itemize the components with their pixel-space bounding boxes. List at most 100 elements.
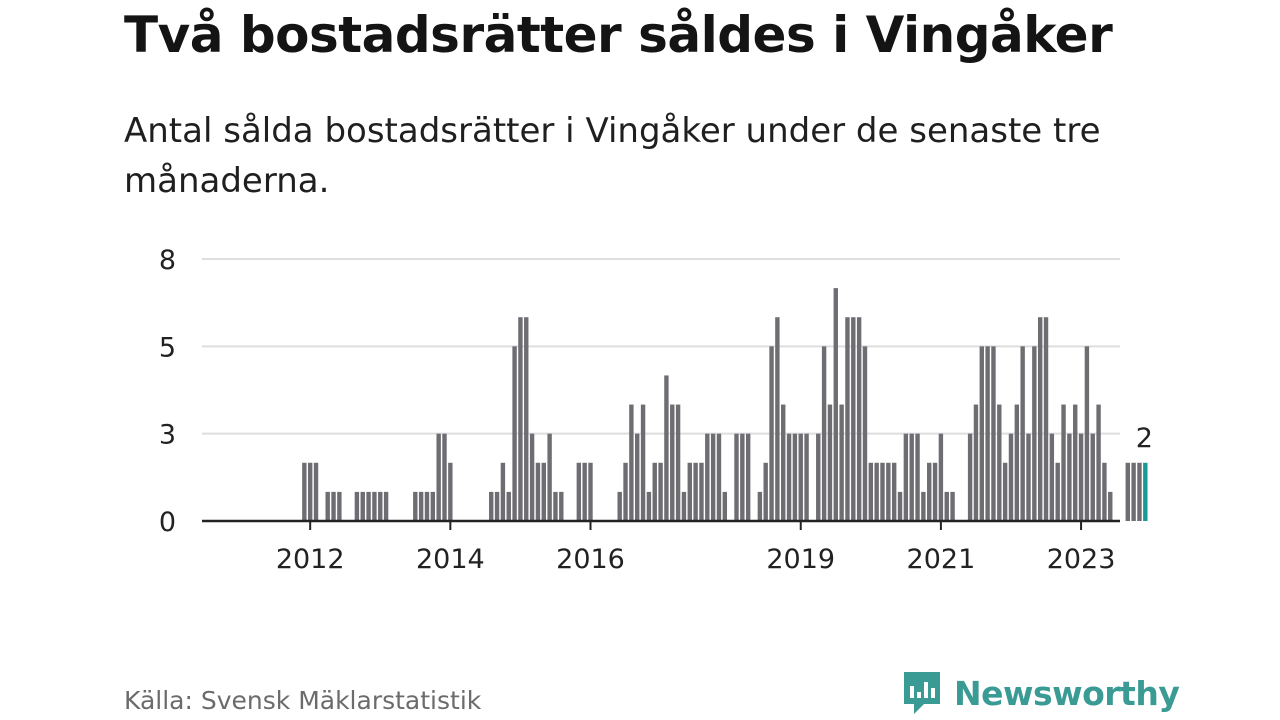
bar xyxy=(675,404,681,521)
bar xyxy=(821,346,827,521)
bar xyxy=(1067,433,1072,521)
brand-name: Newsworthy xyxy=(954,673,1180,713)
bar xyxy=(518,317,523,521)
bar xyxy=(500,462,506,521)
bar xyxy=(710,433,716,521)
bar xyxy=(763,462,768,521)
x-tick-label: 2019 xyxy=(766,544,835,575)
bar xyxy=(313,462,319,521)
bar xyxy=(582,462,587,521)
bar xyxy=(979,346,984,521)
bar xyxy=(775,317,780,521)
bar xyxy=(506,491,511,521)
bar xyxy=(716,433,722,521)
bar xyxy=(985,346,990,521)
bar xyxy=(430,491,436,521)
bar xyxy=(874,462,879,521)
bar xyxy=(1090,433,1095,521)
bar xyxy=(337,491,342,521)
bar xyxy=(786,433,792,521)
bar xyxy=(938,433,944,521)
bar xyxy=(1096,404,1101,521)
bar xyxy=(1008,433,1014,521)
bar xyxy=(1037,317,1043,521)
bar xyxy=(681,491,687,521)
bar xyxy=(372,491,377,521)
newsworthy-logo-icon xyxy=(904,672,940,714)
bar xyxy=(448,462,453,521)
bar xyxy=(331,491,336,521)
bar xyxy=(325,491,330,521)
bar xyxy=(851,317,856,521)
bar xyxy=(535,462,541,521)
bar xyxy=(997,404,1002,521)
y-tick-label: 3 xyxy=(159,420,176,451)
bar xyxy=(903,433,909,521)
source-note: Källa: Svensk Mäklarstatistik xyxy=(124,686,482,715)
bar xyxy=(524,317,529,521)
bar xyxy=(664,375,669,521)
bar xyxy=(652,462,657,521)
y-tick-label: 5 xyxy=(159,332,176,363)
bar xyxy=(839,404,844,521)
bar xyxy=(442,433,447,521)
bar xyxy=(658,462,663,521)
bar xyxy=(629,404,634,521)
bar xyxy=(1073,404,1078,521)
bar xyxy=(1125,462,1130,521)
bar xyxy=(1078,433,1084,521)
bar xyxy=(547,433,552,521)
bar xyxy=(494,491,500,521)
bar xyxy=(897,491,903,521)
bar xyxy=(757,491,763,521)
bar xyxy=(366,491,371,521)
bar xyxy=(424,491,430,521)
bar xyxy=(576,462,582,521)
bar xyxy=(1131,462,1136,521)
bar xyxy=(827,404,833,521)
bar xyxy=(705,433,710,521)
bar xyxy=(722,491,728,521)
bar xyxy=(868,462,874,521)
x-tick-label: 2014 xyxy=(416,544,485,575)
bar xyxy=(781,404,786,521)
bar xyxy=(1020,346,1025,521)
bar xyxy=(1049,433,1055,521)
bar xyxy=(635,433,640,521)
bar xyxy=(418,491,424,521)
bar xyxy=(1061,404,1066,521)
bar xyxy=(413,491,418,521)
bar xyxy=(623,462,628,521)
x-tick-label: 2016 xyxy=(556,544,625,575)
bar xyxy=(880,462,885,521)
bar xyxy=(973,404,979,521)
bar xyxy=(436,433,441,521)
bar xyxy=(541,462,546,521)
x-tick-label: 2021 xyxy=(907,544,976,575)
highlight-bar xyxy=(1143,462,1148,521)
bar xyxy=(302,462,307,521)
bar xyxy=(845,317,850,521)
bar xyxy=(512,346,517,521)
y-tick-label: 8 xyxy=(159,245,176,276)
bar xyxy=(693,462,698,521)
bar xyxy=(1108,491,1113,521)
bar xyxy=(553,491,558,521)
bar xyxy=(559,491,564,521)
bar xyxy=(927,462,932,521)
bar xyxy=(798,433,803,521)
bar xyxy=(769,346,774,521)
bar xyxy=(991,346,996,521)
bar xyxy=(1055,462,1060,521)
chart-title: Två bostadsrätter såldes i Vingåker xyxy=(124,6,1113,64)
bar xyxy=(915,433,920,521)
bar xyxy=(816,433,821,521)
bar xyxy=(856,317,862,521)
bar xyxy=(1084,346,1090,521)
bar xyxy=(646,491,652,521)
bar xyxy=(950,491,955,521)
bar xyxy=(1014,404,1020,521)
bar xyxy=(1043,317,1049,521)
bar xyxy=(862,346,868,521)
